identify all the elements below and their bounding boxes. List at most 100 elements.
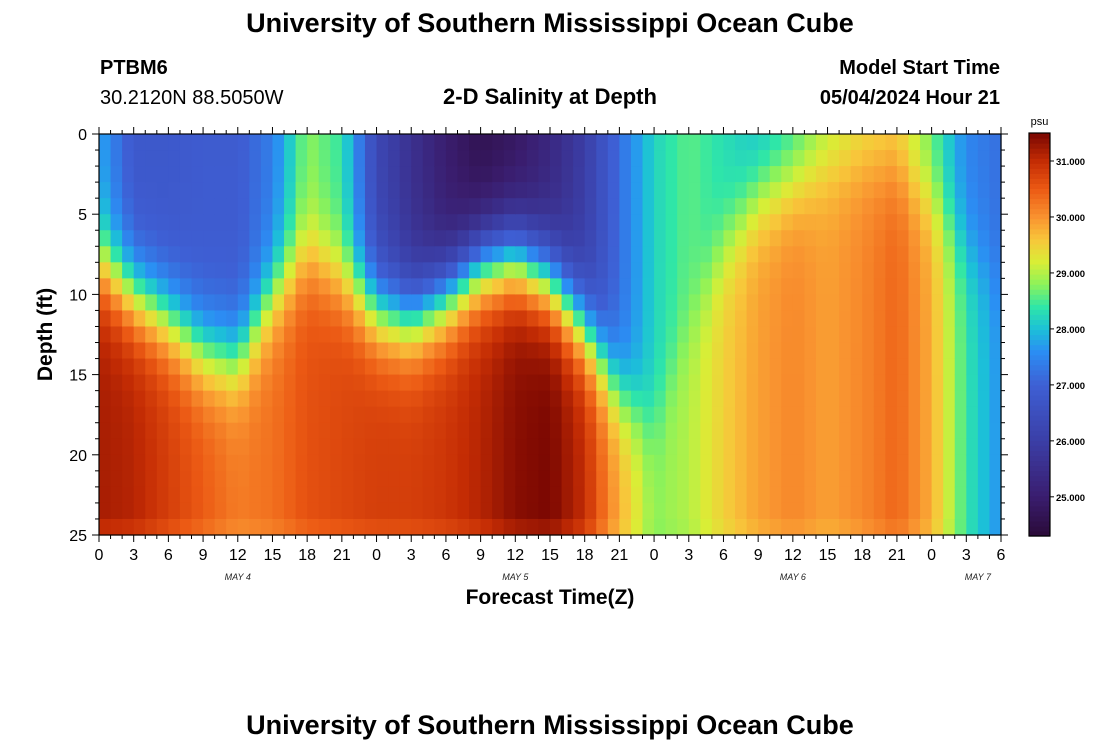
heatmap-cell bbox=[596, 374, 609, 392]
heatmap-cell bbox=[723, 198, 736, 215]
heatmap-cell bbox=[272, 358, 285, 376]
heatmap-cell bbox=[399, 246, 412, 263]
x-tick-label: 18 bbox=[576, 547, 594, 564]
heatmap-cell bbox=[573, 278, 586, 295]
heatmap-cell bbox=[873, 198, 886, 215]
heatmap-cell bbox=[364, 246, 378, 263]
heatmap-cell bbox=[145, 294, 158, 312]
heatmap-cell bbox=[758, 486, 771, 504]
heatmap-cell bbox=[989, 182, 1002, 199]
heatmap-cell bbox=[966, 390, 979, 408]
heatmap-cell bbox=[665, 518, 678, 536]
heatmap-cell bbox=[457, 454, 470, 472]
heatmap-cell bbox=[110, 502, 123, 520]
heatmap-cell bbox=[191, 342, 204, 360]
heatmap-cell bbox=[792, 166, 806, 183]
heatmap-cell bbox=[445, 230, 459, 247]
heatmap-cell bbox=[295, 214, 308, 231]
heatmap-cell bbox=[203, 294, 216, 312]
heatmap-cell bbox=[758, 182, 771, 199]
heatmap-cell bbox=[781, 214, 794, 231]
heatmap-cell bbox=[260, 230, 274, 247]
colorbar-band bbox=[1029, 485, 1050, 492]
heatmap-cell bbox=[908, 390, 921, 408]
heatmap-cell bbox=[168, 214, 181, 231]
heatmap-cell bbox=[711, 262, 725, 279]
heatmap-cell bbox=[191, 518, 204, 536]
heatmap-cell bbox=[168, 502, 181, 520]
heatmap-cell bbox=[908, 438, 921, 456]
x-tick-label: 9 bbox=[476, 547, 485, 564]
heatmap-cell bbox=[665, 486, 678, 504]
heatmap-cell bbox=[792, 342, 806, 360]
heatmap-cell bbox=[654, 166, 667, 183]
heatmap-cell bbox=[746, 390, 759, 408]
heatmap-cell bbox=[688, 294, 701, 312]
heatmap-cell bbox=[503, 342, 516, 360]
heatmap-cell bbox=[122, 166, 135, 183]
heatmap-cell bbox=[272, 486, 285, 504]
heatmap-cell bbox=[711, 374, 725, 392]
heatmap-cell bbox=[272, 198, 285, 215]
heatmap-cell bbox=[388, 166, 401, 183]
heatmap-cell bbox=[769, 518, 782, 536]
heatmap-cell bbox=[896, 358, 910, 376]
heatmap-cell bbox=[954, 294, 967, 312]
heatmap-cell bbox=[272, 374, 285, 392]
y-tick-label: 10 bbox=[69, 287, 87, 304]
heatmap-cell bbox=[839, 326, 852, 344]
heatmap-cell bbox=[827, 246, 840, 263]
heatmap-cell bbox=[538, 134, 551, 151]
heatmap-cell bbox=[145, 310, 158, 328]
heatmap-cell bbox=[977, 422, 991, 440]
heatmap-cell bbox=[457, 374, 470, 392]
heatmap-cell bbox=[538, 294, 551, 312]
heatmap-cell bbox=[584, 438, 597, 456]
heatmap-cell bbox=[758, 342, 771, 360]
heatmap-cell bbox=[885, 262, 898, 279]
heatmap-cell bbox=[735, 470, 748, 488]
heatmap-cell bbox=[330, 310, 343, 328]
heatmap-cell bbox=[469, 230, 482, 247]
heatmap-cell bbox=[388, 406, 401, 424]
heatmap-cell bbox=[665, 390, 678, 408]
heatmap-cell bbox=[677, 470, 690, 488]
heatmap-cell bbox=[931, 310, 944, 328]
heatmap-cell bbox=[330, 246, 343, 263]
heatmap-cell bbox=[168, 182, 181, 199]
heatmap-cell bbox=[179, 358, 193, 376]
salinity-heatmap-chart: 0 3 6 9 12 15 18 21 0 3 6 9 12 15 18 21 0 3 6 9 12 15 18 21 0 3 6M… bbox=[34, 116, 1085, 609]
heatmap-cell bbox=[735, 134, 748, 151]
heatmap-cell bbox=[168, 134, 181, 151]
heatmap-cell bbox=[422, 198, 435, 215]
heatmap-cell bbox=[619, 502, 632, 520]
heatmap-cell bbox=[654, 406, 667, 424]
heatmap-cell bbox=[307, 150, 320, 167]
heatmap-cell bbox=[214, 182, 227, 199]
heatmap-cell bbox=[399, 294, 412, 312]
heatmap-cell bbox=[284, 326, 297, 344]
heatmap-cell bbox=[931, 246, 944, 263]
heatmap-cell bbox=[619, 390, 632, 408]
heatmap-cell bbox=[735, 486, 748, 504]
heatmap-cell bbox=[133, 150, 146, 167]
heatmap-cell bbox=[550, 502, 563, 520]
heatmap-cell bbox=[943, 134, 956, 151]
heatmap-cell bbox=[156, 166, 169, 183]
heatmap-cell bbox=[422, 310, 435, 328]
heatmap-cell bbox=[434, 390, 447, 408]
heatmap-cell bbox=[596, 310, 609, 328]
heatmap-cell bbox=[792, 438, 806, 456]
heatmap-cell bbox=[480, 294, 493, 312]
heatmap-cell bbox=[769, 454, 782, 472]
heatmap-cell bbox=[977, 278, 991, 295]
heatmap-cell bbox=[908, 502, 921, 520]
heatmap-cell bbox=[723, 438, 736, 456]
heatmap-cell bbox=[607, 518, 620, 536]
heatmap-cell bbox=[364, 454, 378, 472]
colorbar-band bbox=[1029, 203, 1050, 210]
heatmap-cell bbox=[665, 198, 678, 215]
heatmap-cell bbox=[654, 310, 667, 328]
heatmap-cell bbox=[561, 150, 574, 167]
heatmap-cell bbox=[191, 182, 204, 199]
